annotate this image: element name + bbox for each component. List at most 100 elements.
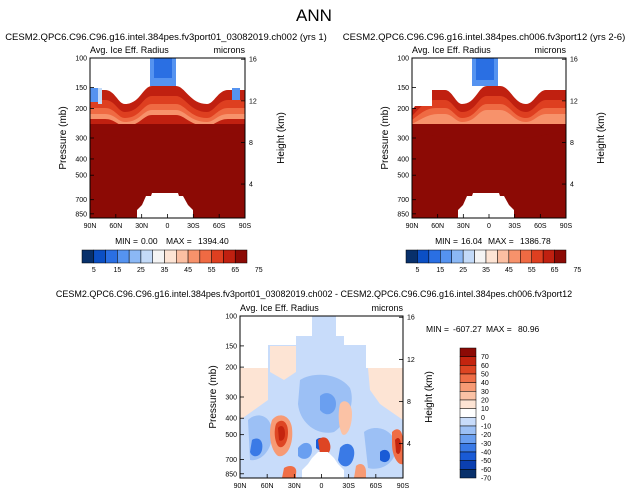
colorbar-swatch — [105, 249, 118, 264]
units-label: microns — [534, 45, 566, 55]
colorbar-label: -60 — [481, 467, 491, 474]
colorbar-swatch — [520, 249, 532, 264]
colorbar-swatch — [140, 249, 153, 264]
colorbar-swatch — [497, 249, 510, 264]
contour-fill — [240, 316, 403, 478]
x-tick-label: 30N — [457, 223, 470, 230]
colorbar-label: -40 — [481, 450, 491, 457]
y-tick-label: 700 — [397, 197, 409, 204]
y-tick-label: 150 — [397, 85, 409, 92]
colorbar-swatch — [417, 249, 430, 264]
x-tick-label: 60S — [213, 223, 226, 230]
y-tick-label: 200 — [225, 365, 237, 372]
units-label: microns — [213, 45, 245, 55]
axis-ticks: 90N 60N 30N 0 30S 60S 90S 100 150 200 300 400 500 700… — [75, 56, 257, 231]
variable-label: Avg. Ice Eff. Radius — [240, 303, 319, 313]
y-tick-label: 850 — [397, 211, 409, 218]
colorbar-swatch — [459, 399, 477, 409]
y-tick-label: 700 — [225, 457, 237, 464]
max-label: MAX = — [486, 324, 512, 334]
colorbar-swatch — [459, 417, 477, 427]
y2-axis-label: Height (km) — [276, 112, 287, 164]
colorbar-swatch — [223, 249, 236, 264]
y-tick-label: 150 — [75, 85, 87, 92]
y-tick-label: 400 — [225, 416, 237, 423]
x-tick-label: 30S — [342, 483, 355, 490]
colorbar-swatch — [459, 347, 477, 357]
colorbar-swatch — [405, 249, 418, 264]
variable-label: Avg. Ice Eff. Radius — [412, 45, 491, 55]
x-tick-label: 90S — [239, 223, 252, 230]
colorbar-label: -20 — [481, 432, 491, 439]
colorbar-label: 75 — [255, 267, 263, 274]
colorbar-swatch — [211, 249, 224, 264]
x-tick-label: 30S — [187, 223, 200, 230]
panel-title: CESM2.QPC6.C96.C96.g16.intel.384pes.ch00… — [343, 32, 626, 43]
y2-tick-label: 12 — [407, 357, 415, 364]
colorbar-label: 25 — [459, 267, 467, 274]
y-tick-label: 100 — [397, 56, 409, 63]
y-tick-label: 200 — [75, 106, 87, 113]
colorbar-label: 60 — [481, 363, 489, 370]
y2-tick-label: 16 — [249, 57, 257, 64]
y-tick-label: 850 — [225, 471, 237, 478]
units-label: microns — [371, 303, 403, 313]
variable-label: Avg. Ice Eff. Radius — [90, 45, 169, 55]
colorbar-label: 40 — [481, 380, 489, 387]
y2-tick-label: 8 — [407, 399, 411, 406]
colorbar-label: -10 — [481, 424, 491, 431]
y-tick-label: 150 — [225, 343, 237, 350]
y-tick-label: 300 — [75, 136, 87, 143]
x-tick-label: 60N — [431, 223, 444, 230]
y-tick-label: 100 — [75, 56, 87, 63]
x-tick-label: 30N — [288, 483, 301, 490]
x-tick-label: 0 — [166, 223, 170, 230]
y-axis-label: Pressure (mb) — [380, 106, 391, 169]
min-label: MIN = — [435, 236, 458, 246]
colorbar-swatch — [459, 451, 477, 461]
min-label: MIN = — [115, 236, 138, 246]
colorbar-swatch — [459, 443, 477, 453]
y2-tick-label: 8 — [570, 140, 574, 147]
colorbar-swatch — [164, 249, 177, 264]
colorbar-swatch — [459, 373, 477, 383]
x-tick-label: 90S — [397, 483, 410, 490]
colorbar-swatch — [81, 249, 95, 264]
y2-tick-label: 8 — [249, 140, 253, 147]
min-value: 0.00 — [141, 236, 158, 246]
colorbar-swatch — [554, 249, 567, 264]
colorbar-label: 65 — [551, 267, 559, 274]
colorbar-label: -30 — [481, 441, 491, 448]
x-tick-label: 90S — [560, 223, 573, 230]
colorbar-swatch — [531, 249, 544, 264]
x-tick-label: 60S — [370, 483, 383, 490]
x-tick-label: 60N — [109, 223, 122, 230]
colorbar-swatch — [474, 249, 487, 264]
colorbar-swatch — [451, 249, 464, 264]
x-tick-label: 90N — [234, 483, 247, 490]
y2-tick-label: 16 — [407, 315, 415, 322]
colorbar-label: 0 — [481, 415, 485, 422]
y-tick-label: 850 — [75, 211, 87, 218]
colorbar: 5 15 25 35 45 55 65 75 — [81, 249, 263, 274]
y2-tick-label: 4 — [249, 182, 253, 189]
y-tick-label: 200 — [397, 106, 409, 113]
y-axis-label: Pressure (mb) — [58, 106, 69, 169]
colorbar-label: 25 — [137, 267, 145, 274]
colorbar-label: 55 — [528, 267, 536, 274]
x-tick-label: 60S — [534, 223, 547, 230]
y-tick-label: 500 — [225, 432, 237, 439]
axis-ticks: 90N 60N 30N 0 30S 60S 90S 100 150 200 300 400 500 700… — [397, 56, 578, 231]
contour-fill — [90, 58, 245, 218]
colorbar-label: -50 — [481, 458, 491, 465]
y-tick-label: 500 — [75, 173, 87, 180]
y2-tick-label: 4 — [570, 182, 574, 189]
page-title: ANN — [296, 6, 332, 25]
colorbar-swatch — [199, 249, 212, 264]
colorbar-swatch — [234, 249, 248, 264]
panel-title: CESM2.QPC6.C96.C96.g16.intel.384pes.fv3p… — [56, 289, 572, 299]
colorbar-label: 5 — [415, 267, 419, 274]
y2-tick-label: 4 — [407, 441, 411, 448]
